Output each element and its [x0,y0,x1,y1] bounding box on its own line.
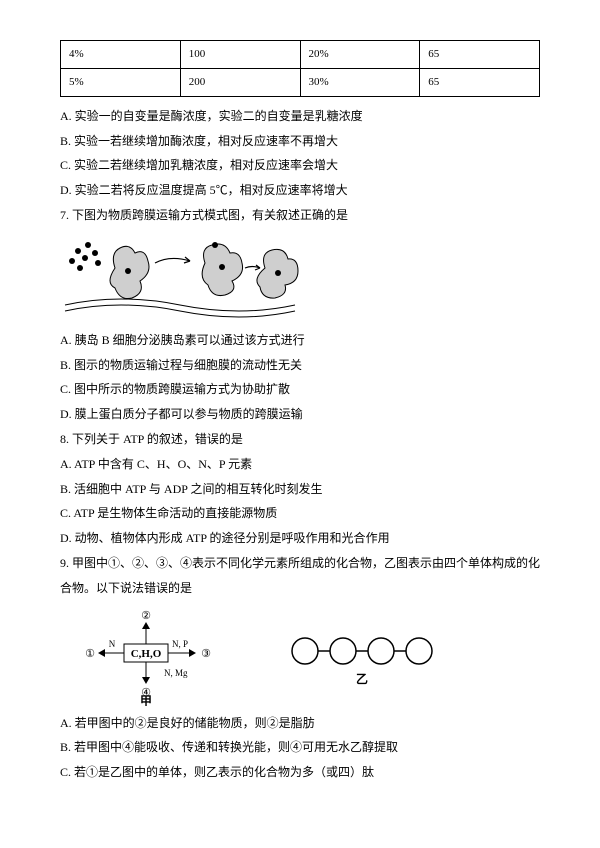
question-7: 7. 下图为物质跨膜运输方式模式图，有关叙述正确的是 [60,204,540,227]
table-row: 5% 200 30% 65 [61,68,540,96]
data-table: 4% 100 20% 65 5% 200 30% 65 [60,40,540,97]
figure-jia: C,H,O ② ① N ③ N, P ④ N, Mg 甲 [80,606,220,706]
option-c: C. ATP 是生物体生命活动的直接能源物质 [60,502,540,525]
option-a: A. ATP 中含有 C、H、O、N、P 元素 [60,453,540,476]
svg-text:N, Mg: N, Mg [164,668,188,678]
cell: 200 [180,68,300,96]
cell: 65 [420,41,540,69]
svg-text:②: ② [141,610,151,622]
center-label: C,H,O [131,648,162,660]
cell: 5% [61,68,181,96]
cell: 4% [61,41,181,69]
question-9-line2: 合物。以下说法错误的是 [60,577,540,600]
option-d: D. 动物、植物体内形成 ATP 的途径分别是呼吸作用和光合作用 [60,527,540,550]
option-b: B. 实验一若继续增加酶浓度，相对反应速率不再增大 [60,130,540,153]
option-b: B. 图示的物质运输过程与细胞膜的流动性无关 [60,354,540,377]
option-d: D. 膜上蛋白质分子都可以参与物质的跨膜运输 [60,403,540,426]
option-b: B. 活细胞中 ATP 与 ADP 之间的相互转化时刻发生 [60,478,540,501]
svg-text:①: ① [85,648,95,660]
option-c: C. 若①是乙图中的单体，则乙表示的化合物为多（或四）肽 [60,761,540,784]
option-a: A. 若甲图中的②是良好的储能物质，则②是脂肪 [60,712,540,735]
question-9-line1: 9. 甲图中①、②、③、④表示不同化学元素所组成的化合物，乙图表示由四个单体构成… [60,552,540,575]
svg-text:N: N [109,639,116,649]
svg-text:甲: 甲 [140,694,152,706]
figure-9: C,H,O ② ① N ③ N, P ④ N, Mg 甲 乙 [80,606,540,706]
figure-yi: 乙 [280,621,450,691]
option-a: A. 胰岛 B 细胞分泌胰岛素可以通过该方式进行 [60,329,540,352]
option-a: A. 实验一的自变量是酶浓度，实验二的自变量是乳糖浓度 [60,105,540,128]
figure-7 [60,233,540,323]
svg-text:③: ③ [201,648,211,660]
svg-text:N, P: N, P [172,639,188,649]
cell: 65 [420,68,540,96]
cell: 100 [180,41,300,69]
cell: 30% [300,68,420,96]
question-8: 8. 下列关于 ATP 的叙述，错误的是 [60,428,540,451]
option-c: C. 实验二若继续增加乳糖浓度，相对反应速率会增大 [60,154,540,177]
cell: 20% [300,41,420,69]
option-d: D. 实验二若将反应温度提高 5℃，相对反应速率将增大 [60,179,540,202]
table-row: 4% 100 20% 65 [61,41,540,69]
svg-text:乙: 乙 [356,672,368,686]
option-b: B. 若甲图中④能吸收、传递和转换光能，则④可用无水乙醇提取 [60,736,540,759]
option-c: C. 图中所示的物质跨膜运输方式为协助扩散 [60,378,540,401]
